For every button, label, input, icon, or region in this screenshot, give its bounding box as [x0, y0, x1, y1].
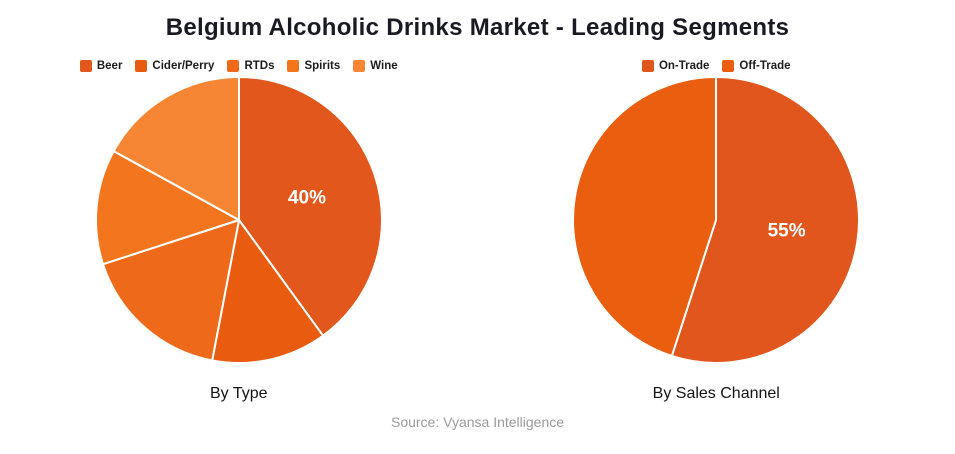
pie-panel-by-sales-channel: On-Trade Off-Trade 55% By Sales Channel — [478, 58, 955, 403]
source-note: Source: Vyansa Intelligence — [390, 414, 565, 430]
legend-item-on-trade[interactable]: On-Trade — [641, 59, 710, 72]
pie-chart-by-type: 40% — [94, 76, 383, 364]
chart-title: Belgium Alcoholic Drinks Market - Leadin… — [165, 14, 790, 41]
legend-item-cider-perry[interactable]: Cider/Perry — [135, 59, 215, 72]
legend-label-beer: Beer — [96, 59, 123, 72]
slice-data-label-beer: 40% — [288, 187, 326, 208]
pie-chart-by-sales-channel: 55% — [572, 76, 861, 364]
pie-slice-off-trade[interactable] — [572, 76, 718, 357]
pie-panel-by-type: Beer Cider/Perry RTDs Spirits Wine 40% By Ty… — [0, 58, 478, 403]
legend-swatch-on-trade — [641, 59, 654, 72]
pie-slice-wine[interactable] — [112, 76, 240, 221]
legend-swatch-rtds — [227, 59, 240, 72]
legend-swatch-off-trade — [722, 59, 735, 72]
legend-swatch-cider-perry — [135, 59, 148, 72]
pie-slice-spirits[interactable] — [94, 150, 240, 266]
caption-by-sales-channel: By Sales Channel — [652, 385, 780, 402]
legend-by-sales-channel: On-Trade Off-Trade — [641, 58, 791, 73]
slice-data-label-on-trade: 55% — [768, 221, 806, 242]
caption-by-type: By Type — [209, 385, 268, 402]
pie-slice-rtds[interactable] — [101, 219, 240, 362]
legend-label-off-trade: Off-Trade — [739, 59, 791, 72]
legend-item-off-trade[interactable]: Off-Trade — [722, 59, 791, 72]
legend-item-wine[interactable]: Wine — [353, 59, 398, 72]
legend-label-wine: Wine — [370, 59, 398, 72]
legend-swatch-beer — [79, 59, 92, 72]
legend-item-spirits[interactable]: Spirits — [287, 59, 341, 72]
legend-by-type: Beer Cider/Perry RTDs Spirits Wine — [79, 58, 398, 73]
legend-swatch-wine — [353, 59, 366, 72]
legend-label-rtds: RTDs — [244, 59, 275, 72]
legend-item-beer[interactable]: Beer — [79, 59, 123, 72]
pie-slice-cider-perry[interactable] — [210, 219, 324, 364]
legend-item-rtds[interactable]: RTDs — [227, 59, 275, 72]
pie-panels-row: Beer Cider/Perry RTDs Spirits Wine 40% By Ty… — [0, 58, 955, 403]
legend-swatch-spirits — [287, 59, 300, 72]
legend-label-cider-perry: Cider/Perry — [152, 59, 215, 72]
legend-label-on-trade: On-Trade — [658, 59, 710, 72]
pie-slice-beer[interactable] — [237, 76, 383, 337]
legend-label-spirits: Spirits — [304, 59, 341, 72]
pie-slice-on-trade[interactable] — [671, 76, 861, 364]
